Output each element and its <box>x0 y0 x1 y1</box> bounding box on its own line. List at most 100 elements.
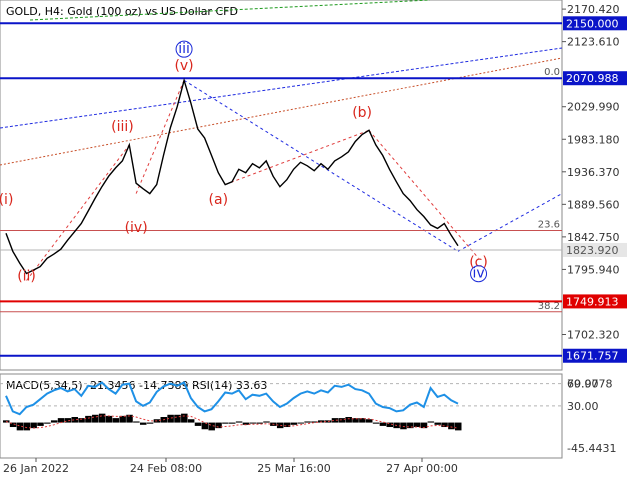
macd-bar <box>194 422 202 426</box>
macd-bar <box>379 422 387 426</box>
indicator-series <box>0 381 562 431</box>
macd-bar <box>338 418 346 423</box>
macd-bar <box>78 418 85 423</box>
wave-path-i-iii <box>26 144 130 281</box>
trend-lines <box>0 0 563 281</box>
time-tick-label: 27 Apr 00:00 <box>386 462 458 475</box>
macd-bar <box>85 415 92 423</box>
wave-label-ring <box>470 265 488 283</box>
macd-bar <box>290 422 298 425</box>
wave-path-a-b <box>224 129 370 186</box>
macd-bar <box>420 422 428 429</box>
price-tick-label: 1889.560 <box>567 198 620 211</box>
wave-path-b-c <box>368 130 479 259</box>
macd-bar <box>181 413 188 423</box>
price-level-value: 2070.988 <box>566 72 619 85</box>
price-level-tag <box>563 71 627 86</box>
macd-bar <box>208 422 215 431</box>
indicator-tick-label: 70.00 <box>567 378 599 391</box>
horizontal-levels: 0.0 23.6 38.2 <box>0 22 562 357</box>
macd-bar <box>441 422 448 428</box>
price-series <box>5 77 459 275</box>
wave-label: (i) <box>0 192 13 208</box>
macd-bar <box>229 422 236 424</box>
wave-label: (a) <box>209 192 229 208</box>
macd-bar <box>44 422 51 424</box>
price-line <box>5 77 459 275</box>
indicator-title: MACD(5,34,5) -21.3456 -14.7389 RSI(14) 3… <box>6 379 267 392</box>
macd-bar <box>9 422 17 428</box>
macd-bar <box>311 421 318 423</box>
macd-bar <box>242 422 250 425</box>
price-tick-label: 1936.370 <box>567 166 620 179</box>
macd-bar <box>365 419 373 423</box>
wave-label: (c) <box>469 255 488 271</box>
macd-bar <box>139 422 147 425</box>
fib-level-label: 38.2 <box>538 301 560 312</box>
wave-label: (iii) <box>111 119 134 135</box>
macd-bar <box>331 418 339 423</box>
macd-bar <box>297 422 304 424</box>
macd-bar <box>359 418 366 423</box>
macd-bar <box>215 422 222 429</box>
price-tick-label: 1842.750 <box>567 231 620 244</box>
macd-bar <box>276 422 284 429</box>
macd-bar <box>71 417 78 423</box>
indicator-tick-label: 30.00 <box>567 400 599 413</box>
time-tick-label: 24 Feb 08:00 <box>130 462 202 475</box>
wave-label: (ii) <box>17 268 36 284</box>
price-level-tag <box>563 348 627 363</box>
macd-bar <box>256 422 263 424</box>
wave-label: (v) <box>174 58 193 74</box>
macd-bar <box>386 422 394 428</box>
wave-label: iv <box>472 266 484 282</box>
wave-label: iii <box>178 41 190 57</box>
price-tick-label: 1795.940 <box>567 263 620 276</box>
price-level-value: 2150.000 <box>566 17 619 30</box>
top-channel-line <box>29 0 431 21</box>
macd-bar <box>448 422 455 430</box>
macd-bar <box>263 421 270 423</box>
macd-bar <box>30 422 37 429</box>
macd-bar <box>372 422 380 424</box>
macd-bar <box>345 417 352 423</box>
macd-bar <box>413 422 421 428</box>
macd-bar <box>167 414 174 423</box>
price-level-value: 1749.913 <box>566 295 619 308</box>
fib-level-label: 23.6 <box>538 219 560 230</box>
middle-channel-line <box>0 57 563 166</box>
macd-bar <box>126 414 133 423</box>
macd-bar <box>434 422 441 425</box>
macd-bar <box>174 414 181 423</box>
macd-bar <box>16 422 24 431</box>
wave-label: (b) <box>352 105 372 121</box>
rsi-line <box>5 381 459 416</box>
macd-bar <box>119 415 126 423</box>
price-level-tag <box>563 16 627 31</box>
time-tick-label: 25 Mar 16:00 <box>257 462 330 475</box>
macd-bar <box>427 421 435 423</box>
macd-bar <box>98 413 106 423</box>
macd-bar <box>283 422 291 428</box>
macd-bar <box>57 418 65 423</box>
macd-bar <box>37 422 44 426</box>
current-price-value: 1823.920 <box>566 244 619 257</box>
macd-bar <box>304 421 311 423</box>
chart-title: GOLD, H4: Gold (100 oz) vs US Dollar CFD <box>6 5 238 18</box>
macd-bar <box>455 422 462 431</box>
price-tick-label: 2170.420 <box>567 3 620 16</box>
price-tick-label: 1983.180 <box>567 133 620 146</box>
fib-level-label: 0.0 <box>544 67 560 78</box>
macd-bar <box>112 418 120 423</box>
wave-label-ring <box>175 40 193 58</box>
price-tick-label: 1702.320 <box>567 328 620 341</box>
macd-bar <box>352 418 359 423</box>
projection-line <box>457 193 563 252</box>
time-axis: 26 Jan 2022 24 Feb 08:00 25 Mar 16:00 27 Ap… <box>3 458 458 475</box>
macd-bar <box>400 422 407 430</box>
current-price-tag <box>563 242 627 257</box>
price-tick-label: 2123.610 <box>567 36 620 49</box>
price-axis: 2150.000 2070.988 1749.913 1671.757 1823.920… <box>562 3 627 455</box>
